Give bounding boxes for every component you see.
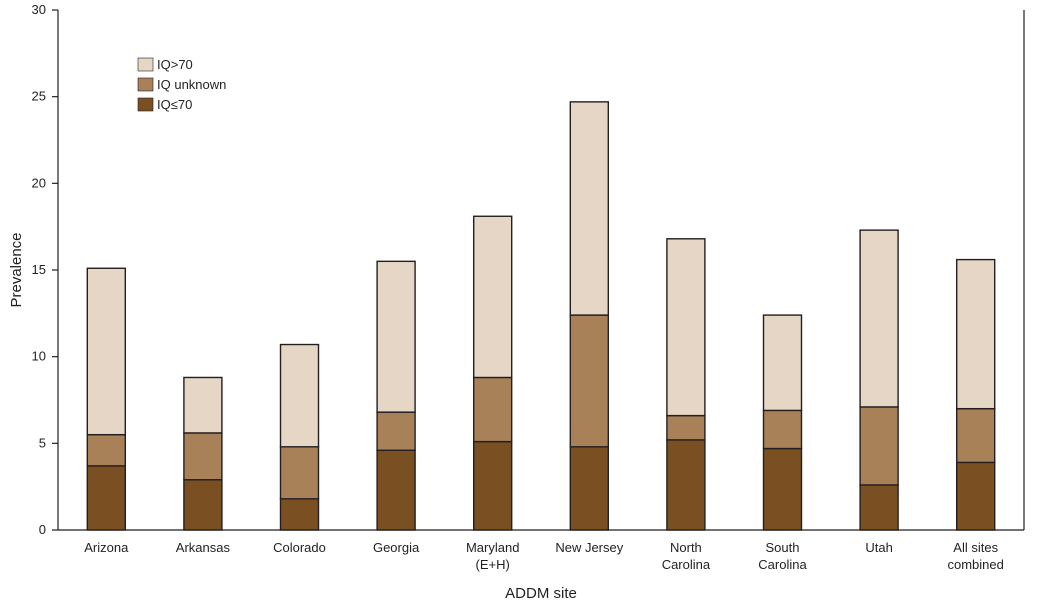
x-tick-label-north-carolina: North Carolina xyxy=(662,540,711,572)
y-axis-title: Prevalence xyxy=(8,232,25,307)
x-tick-label-line: Arkansas xyxy=(176,540,231,555)
x-tick-label-utah: Utah xyxy=(865,540,892,555)
x-tick-label-line: New Jersey xyxy=(555,540,623,555)
bar-all-sites-combined-iq-unknown xyxy=(956,407,996,464)
x-tick-label-arkansas: Arkansas xyxy=(176,540,231,555)
bar-georgia-iq-le-70 xyxy=(376,449,416,531)
bar-colorado-iq-le-70 xyxy=(279,498,320,531)
legend: IQ>70 IQ unknown IQ≤70 xyxy=(137,57,226,112)
bar-north-carolina-iq-unknown xyxy=(666,414,706,441)
bar-maryland-e-h-iq-unknown xyxy=(473,376,513,443)
bar-all-sites-combined-iq-le-70 xyxy=(956,461,996,531)
legend-label: IQ>70 xyxy=(157,57,193,72)
bar-all-sites-combined-iq-gt-70 xyxy=(956,258,996,410)
legend-swatch xyxy=(137,97,154,112)
bar-colorado-iq-unknown xyxy=(279,446,320,500)
legend-swatch xyxy=(137,57,154,72)
bars xyxy=(86,101,996,531)
x-axis-title: ADDM site xyxy=(505,585,577,602)
bar-new-jersey-iq-unknown xyxy=(569,314,609,448)
bar-arkansas-iq-gt-70 xyxy=(183,376,223,434)
x-tick-label-line: combined xyxy=(948,557,1004,572)
x-tick-label-colorado: Colorado xyxy=(273,540,326,555)
bar-new-jersey-iq-le-70 xyxy=(569,446,609,531)
x-tick-label-line: Colorado xyxy=(273,540,326,555)
y-tick-label: 0 xyxy=(39,522,46,537)
x-tick-label-line: All sites xyxy=(953,540,998,555)
bar-new-jersey-iq-gt-70 xyxy=(569,101,609,316)
x-tick-label-line: Carolina xyxy=(758,557,807,572)
x-tick-label-new-jersey: New Jersey xyxy=(555,540,623,555)
bar-south-carolina-iq-le-70 xyxy=(762,447,803,531)
bar-utah-iq-gt-70 xyxy=(859,229,899,408)
bar-south-carolina-iq-gt-70 xyxy=(762,314,803,412)
x-tick-label-maryland-e-h: Maryland (E+H) xyxy=(466,540,519,572)
bar-maryland-e-h-iq-gt-70 xyxy=(473,215,513,379)
bar-arizona-iq-unknown xyxy=(86,433,127,467)
x-tick-label-line: North xyxy=(670,540,702,555)
x-tick-label-line: Maryland xyxy=(466,540,519,555)
y-axis: 0 5 10 15 20 25 30 xyxy=(32,2,59,537)
x-tick-label-south-carolina: South Carolina xyxy=(758,540,807,572)
y-tick-label: 20 xyxy=(32,175,46,190)
x-tick-label-arizona: Arizona xyxy=(84,540,129,555)
bar-arkansas-iq-le-70 xyxy=(183,479,223,531)
y-tick-label: 15 xyxy=(32,262,46,277)
bar-north-carolina-iq-le-70 xyxy=(666,439,706,531)
bar-arizona-iq-gt-70 xyxy=(86,267,127,436)
bar-georgia-iq-gt-70 xyxy=(376,260,416,413)
bar-colorado-iq-gt-70 xyxy=(279,343,320,448)
x-tick-label-line: South xyxy=(766,540,800,555)
legend-label: IQ unknown xyxy=(157,77,226,92)
x-tick-label-all-sites-combined: All sites combined xyxy=(948,540,1004,572)
x-tick-label-georgia: Georgia xyxy=(373,540,420,555)
x-tick-label-line: Carolina xyxy=(662,557,711,572)
bar-north-carolina-iq-gt-70 xyxy=(666,238,706,417)
bar-south-carolina-iq-unknown xyxy=(762,409,803,450)
bar-arkansas-iq-unknown xyxy=(183,432,223,481)
x-tick-label-line: (E+H) xyxy=(476,557,510,572)
x-tick-label-line: Georgia xyxy=(373,540,420,555)
x-tick-label-line: Utah xyxy=(865,540,892,555)
legend-label: IQ≤70 xyxy=(157,97,192,112)
bar-maryland-e-h-iq-le-70 xyxy=(473,440,513,531)
x-tick-label-line: Arizona xyxy=(84,540,129,555)
legend-swatch xyxy=(137,77,154,92)
y-tick-label: 30 xyxy=(32,2,46,17)
x-axis: Arizona Arkansas Colorado Georgia Maryland (E… xyxy=(58,10,1025,572)
y-tick-label: 25 xyxy=(32,89,46,104)
bar-utah-iq-unknown xyxy=(859,406,899,486)
y-tick-label: 10 xyxy=(32,349,46,364)
y-tick-label: 5 xyxy=(39,435,46,450)
bar-georgia-iq-unknown xyxy=(376,411,416,451)
bar-utah-iq-le-70 xyxy=(859,484,899,531)
bar-arizona-iq-le-70 xyxy=(86,465,127,531)
